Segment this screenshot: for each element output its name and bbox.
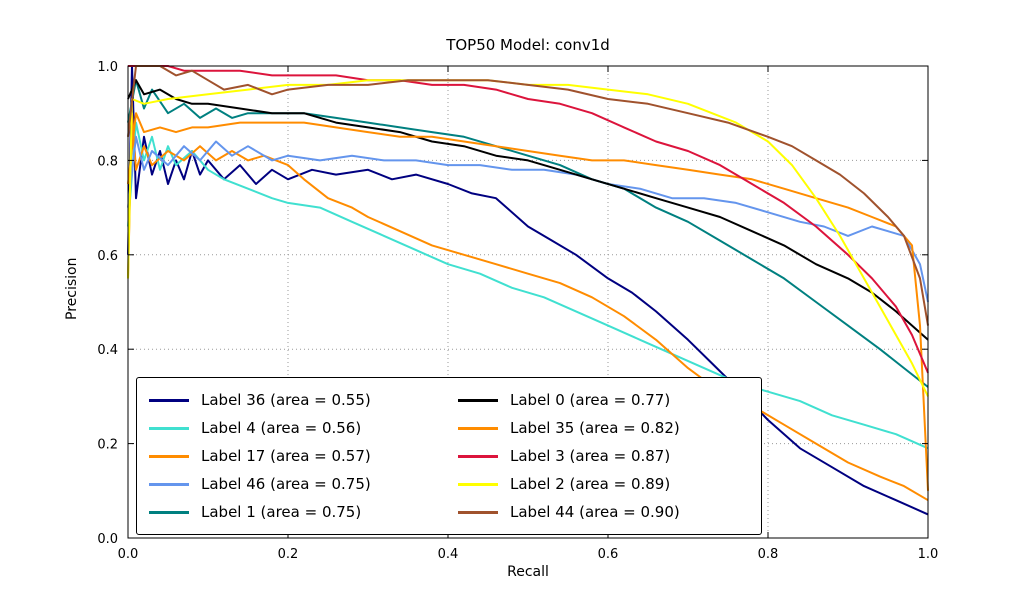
legend-item: Label 3 (area = 0.87) — [458, 442, 749, 470]
x-axis-label: Recall — [507, 564, 549, 580]
legend-label: Label 17 (area = 0.57) — [201, 447, 371, 465]
legend-item: Label 44 (area = 0.90) — [458, 498, 749, 526]
chart-title: TOP50 Model: conv1d — [446, 36, 610, 54]
svg-text:1.0: 1.0 — [97, 60, 118, 75]
svg-text:0.4: 0.4 — [438, 547, 459, 562]
svg-text:0.2: 0.2 — [278, 547, 299, 562]
legend-label: Label 36 (area = 0.55) — [201, 391, 371, 409]
legend-item: Label 36 (area = 0.55) — [149, 386, 440, 414]
legend-line-swatch — [149, 454, 189, 458]
svg-text:0.0: 0.0 — [118, 547, 139, 562]
legend-label: Label 3 (area = 0.87) — [510, 447, 671, 465]
legend-label: Label 2 (area = 0.89) — [510, 475, 671, 493]
svg-text:0.2: 0.2 — [97, 438, 118, 453]
legend-label: Label 35 (area = 0.82) — [510, 419, 680, 437]
legend-line-swatch — [149, 426, 189, 430]
legend-item: Label 4 (area = 0.56) — [149, 414, 440, 442]
legend-label: Label 4 (area = 0.56) — [201, 419, 362, 437]
svg-text:0.6: 0.6 — [598, 547, 619, 562]
legend: Label 36 (area = 0.55) Label 4 (area = 0.… — [136, 377, 762, 535]
svg-text:0.8: 0.8 — [758, 547, 779, 562]
svg-text:0.6: 0.6 — [97, 249, 118, 264]
svg-text:0.8: 0.8 — [97, 154, 118, 169]
legend-item: Label 46 (area = 0.75) — [149, 470, 440, 498]
legend-label: Label 1 (area = 0.75) — [201, 503, 362, 521]
legend-label: Label 44 (area = 0.90) — [510, 503, 680, 521]
y-axis-label: Precision — [64, 257, 80, 320]
legend-line-swatch — [458, 398, 498, 402]
legend-line-swatch — [149, 510, 189, 514]
legend-item: Label 0 (area = 0.77) — [458, 386, 749, 414]
legend-line-swatch — [458, 510, 498, 514]
svg-text:1.0: 1.0 — [918, 547, 939, 562]
legend-line-swatch — [149, 482, 189, 486]
legend-line-swatch — [458, 482, 498, 486]
legend-line-swatch — [149, 398, 189, 402]
legend-line-swatch — [458, 454, 498, 458]
legend-item: Label 2 (area = 0.89) — [458, 470, 749, 498]
svg-text:0.4: 0.4 — [97, 343, 118, 358]
legend-label: Label 46 (area = 0.75) — [201, 475, 371, 493]
legend-item: Label 17 (area = 0.57) — [149, 442, 440, 470]
legend-label: Label 0 (area = 0.77) — [510, 391, 671, 409]
legend-item: Label 1 (area = 0.75) — [149, 498, 440, 526]
svg-text:0.0: 0.0 — [97, 532, 118, 547]
legend-item: Label 35 (area = 0.82) — [458, 414, 749, 442]
legend-line-swatch — [458, 426, 498, 430]
